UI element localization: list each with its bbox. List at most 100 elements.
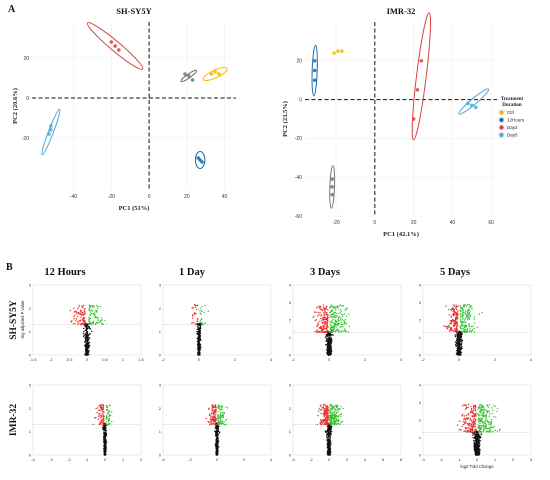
up-point xyxy=(338,423,340,425)
up-point xyxy=(335,326,337,329)
up-point xyxy=(345,330,347,333)
down-point xyxy=(465,431,467,433)
up-point xyxy=(217,422,219,425)
ns-point xyxy=(197,343,199,346)
down-point xyxy=(320,404,322,406)
down-point xyxy=(451,308,454,311)
down-point xyxy=(205,417,208,420)
ns-point xyxy=(82,332,85,335)
up-point xyxy=(331,325,333,327)
up-point xyxy=(488,431,490,433)
down-point xyxy=(325,321,328,324)
down-point xyxy=(101,412,104,414)
down-point xyxy=(322,304,325,306)
volcano-column-title: 5 Days xyxy=(440,267,470,278)
up-point xyxy=(477,419,479,421)
up-point xyxy=(347,331,349,333)
down-point xyxy=(194,312,196,315)
y-tick-label: 1 xyxy=(159,329,162,334)
ns-point xyxy=(327,442,330,445)
up-point xyxy=(490,418,493,421)
down-point xyxy=(465,422,467,424)
ns-point xyxy=(325,349,328,351)
up-point xyxy=(330,409,332,411)
down-point xyxy=(457,305,459,307)
ns-point xyxy=(475,434,477,437)
up-point xyxy=(488,413,491,415)
down-point xyxy=(474,408,477,411)
up-point xyxy=(106,413,109,415)
up-point xyxy=(340,405,342,408)
up-point xyxy=(331,329,333,331)
down-point xyxy=(213,418,216,420)
up-point xyxy=(111,420,113,423)
ns-point xyxy=(330,443,332,446)
up-point xyxy=(490,422,493,425)
up-point xyxy=(484,421,486,423)
x-tick-label: -1.5 xyxy=(30,357,38,362)
up-point xyxy=(494,405,496,408)
x-tick-label: 2 xyxy=(512,457,515,462)
ns-point xyxy=(86,345,88,347)
ns-point xyxy=(454,336,457,338)
down-point xyxy=(208,413,211,416)
ns-point xyxy=(326,432,328,434)
down-point xyxy=(324,309,326,312)
up-point xyxy=(335,414,337,417)
down-point xyxy=(210,413,213,415)
up-point xyxy=(219,417,221,420)
up-point xyxy=(460,327,462,330)
ns-point xyxy=(216,428,219,430)
ns-point xyxy=(327,453,329,456)
up-point xyxy=(331,319,333,322)
up-point xyxy=(107,409,109,411)
y-tick-label: 0 xyxy=(159,353,162,358)
down-point xyxy=(195,323,197,326)
up-point xyxy=(329,404,331,406)
ns-point xyxy=(198,347,201,349)
x-tick-label: -4 xyxy=(31,457,35,462)
ns-point xyxy=(456,352,459,355)
ns-point xyxy=(477,439,479,441)
down-point xyxy=(208,407,210,409)
ns-point xyxy=(325,339,328,341)
down-point xyxy=(320,326,323,329)
down-point xyxy=(101,410,103,413)
up-point xyxy=(340,310,342,313)
data-point xyxy=(213,70,218,74)
down-point xyxy=(317,331,319,333)
down-point xyxy=(326,423,329,425)
down-point xyxy=(99,404,102,406)
ns-point xyxy=(104,443,106,445)
up-point xyxy=(478,417,480,420)
up-point xyxy=(486,419,488,421)
up-point xyxy=(461,315,463,317)
up-point xyxy=(479,423,481,425)
ns-point xyxy=(88,337,91,339)
x-tick-label: 4 xyxy=(270,457,273,462)
down-point xyxy=(322,406,324,408)
ns-point xyxy=(458,337,460,340)
up-point xyxy=(334,409,336,411)
x-tick-label: -2 xyxy=(291,357,295,362)
ns-point xyxy=(458,344,461,347)
down-point xyxy=(81,311,83,314)
up-point xyxy=(339,331,341,333)
ns-point xyxy=(325,340,327,343)
down-point xyxy=(325,423,327,425)
ns-point xyxy=(216,440,219,442)
pca-chart-shsy5y: -40 -20 0 20 40 -20 0 20 SH-SY5Y PC1 (51%) PC2 (20… xyxy=(12,6,236,212)
up-point xyxy=(200,318,203,321)
up-point xyxy=(333,311,335,314)
up-point xyxy=(340,319,342,321)
up-point xyxy=(494,429,496,432)
up-point xyxy=(199,307,202,309)
ns-point xyxy=(326,335,329,337)
down-point xyxy=(208,421,210,424)
up-point xyxy=(341,316,344,318)
ns-point xyxy=(215,435,217,437)
y-tick-label: 4 xyxy=(289,283,292,288)
ns-point xyxy=(104,441,107,443)
